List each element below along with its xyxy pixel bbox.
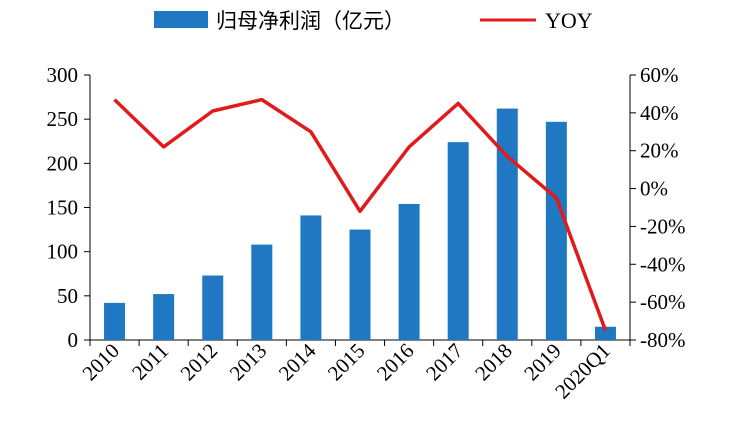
bar-2016 <box>398 203 420 340</box>
legend-bar-swatch <box>154 11 208 28</box>
right-tick-label: -20% <box>640 214 686 238</box>
bar-2011 <box>153 294 175 340</box>
right-tick-label: -40% <box>640 252 686 276</box>
left-tick-label: 300 <box>47 63 79 87</box>
bars <box>104 108 616 340</box>
bar-2020Q1 <box>594 326 616 340</box>
left-axis: 0 50 100 150 200 250 300 <box>47 63 91 352</box>
left-tick-label: 50 <box>57 284 78 308</box>
bar-2015 <box>349 229 371 340</box>
left-tick-label: 250 <box>47 107 79 131</box>
bar-2017 <box>447 142 469 340</box>
right-axis: -80% -60% -40% -20% 0% 20% 40% 60% <box>629 63 686 352</box>
legend: 归母净利润（亿元） YOY <box>154 8 593 33</box>
x-tick-label: 2015 <box>323 339 370 386</box>
yoy-line-group <box>113 97 608 332</box>
x-tick-label: 2017 <box>421 339 468 386</box>
bar-2018 <box>496 108 518 340</box>
right-tick-label: 40% <box>640 101 679 125</box>
left-tick-label: 200 <box>47 151 79 175</box>
right-tick-label: 0% <box>640 177 668 201</box>
x-tick-label: 2020Q1 <box>550 339 615 404</box>
bar-2014 <box>300 215 322 340</box>
left-tick-label: 100 <box>47 240 79 264</box>
legend-line-label: YOY <box>545 8 593 33</box>
right-tick-label: -80% <box>640 328 686 352</box>
right-tick-label: 60% <box>640 63 679 87</box>
x-axis: 2010 2011 2012 2013 2014 2015 2016 2017 2018 2019… <box>77 338 631 404</box>
x-tick-label: 2012 <box>176 339 223 386</box>
x-tick-label: 2010 <box>77 339 124 386</box>
x-tick-label: 2016 <box>372 339 419 386</box>
bar-2012 <box>202 275 224 340</box>
bar-2019 <box>545 121 567 340</box>
yoy-line <box>113 97 608 332</box>
x-tick-label: 2011 <box>127 339 173 385</box>
left-tick-label: 150 <box>47 196 79 220</box>
x-tick-label: 2018 <box>470 339 517 386</box>
legend-bar-label: 归母净利润（亿元） <box>216 9 405 33</box>
right-tick-label: 20% <box>640 139 679 163</box>
left-tick-label: 0 <box>68 328 79 352</box>
x-tick-label: 2014 <box>274 338 321 385</box>
bar-2013 <box>251 244 273 340</box>
bar-2010 <box>104 302 126 340</box>
right-tick-label: -60% <box>640 290 686 314</box>
x-tick-label: 2013 <box>225 339 272 386</box>
